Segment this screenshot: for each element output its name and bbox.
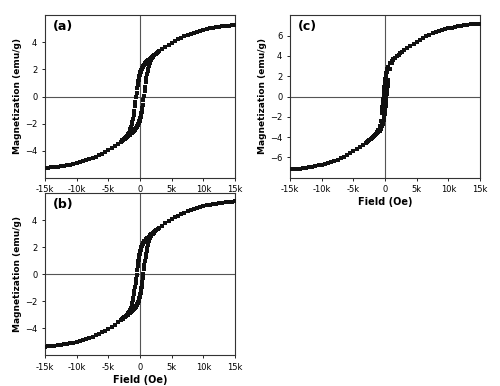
Text: (a): (a) [52, 20, 73, 33]
Y-axis label: Magnetization (emu/g): Magnetization (emu/g) [14, 216, 22, 332]
Y-axis label: Magnetization (emu/g): Magnetization (emu/g) [14, 39, 22, 154]
Y-axis label: Magnetization (emu/g): Magnetization (emu/g) [258, 39, 267, 154]
X-axis label: Field (Oe): Field (Oe) [113, 197, 167, 207]
X-axis label: Field (Oe): Field (Oe) [113, 374, 167, 384]
Text: (c): (c) [298, 20, 316, 33]
X-axis label: Field (Oe): Field (Oe) [358, 197, 412, 207]
Text: (b): (b) [52, 198, 73, 211]
